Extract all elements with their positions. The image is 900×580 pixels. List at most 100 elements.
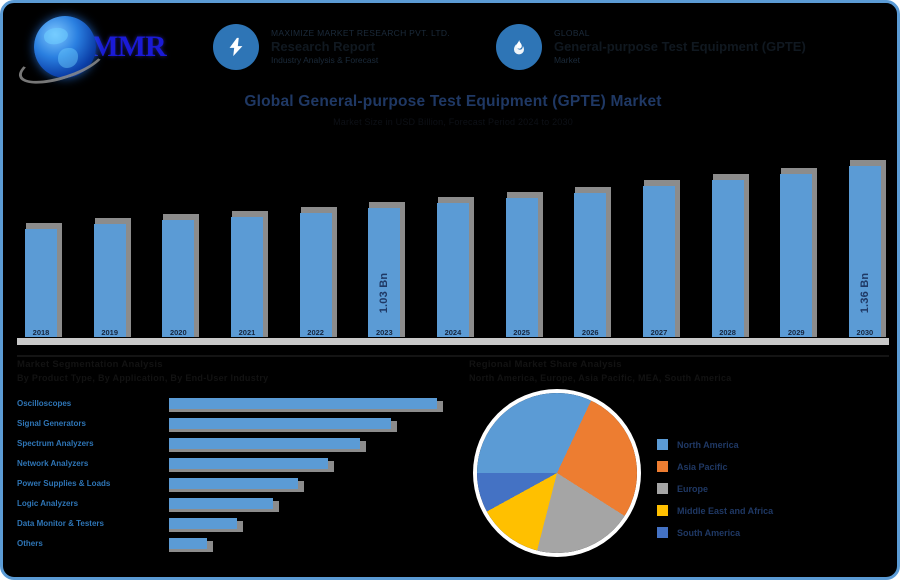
segmentation-row[interactable]: Others xyxy=(17,537,457,552)
column-chart-bars: 1.03 Bn 1.36 Bn xyxy=(17,141,889,337)
segmentation-row-label: Spectrum Analyzers xyxy=(17,438,94,448)
segmentation-bar-fill[interactable] xyxy=(169,458,328,469)
column-bar-slot: 1.03 Bn xyxy=(360,202,408,337)
segmentation-bar-track xyxy=(169,518,457,532)
segmentation-row-label: Logic Analyzers xyxy=(17,498,79,508)
column-bar-slot xyxy=(566,187,614,337)
badge-sub-line: Industry Analysis & Forecast xyxy=(271,55,379,66)
segmentation-heading: Market Segmentation Analysis xyxy=(17,359,163,370)
segmentation-bar-fill[interactable] xyxy=(169,498,273,509)
column-bar[interactable] xyxy=(299,213,332,337)
segmentation-bar-list: Oscilloscopes Signal Generators Spectrum A… xyxy=(17,397,457,557)
segmentation-bar-track xyxy=(169,478,457,492)
header-badge-research-report: MAXIMIZE MARKET RESEARCH PVT. LTD. Resea… xyxy=(213,24,450,70)
segmentation-bar-fill[interactable] xyxy=(169,418,391,429)
segmentation-bar-track xyxy=(169,458,457,472)
x-axis-tick-label: 2020 xyxy=(169,328,187,337)
column-bar[interactable] xyxy=(642,186,675,337)
segmentation-row-label: Others xyxy=(17,538,43,548)
column-bar-slot xyxy=(292,207,340,337)
header-bar: MMR MAXIMIZE MARKET RESEARCH PVT. LTD. R… xyxy=(3,3,897,93)
segmentation-bar-fill[interactable] xyxy=(169,478,298,489)
legend-item[interactable]: North America xyxy=(657,439,773,450)
segmentation-row[interactable]: Power Supplies & Loads xyxy=(17,477,457,492)
pie-chart-legend: North America Asia Pacific Europe Middle Ea… xyxy=(657,439,773,549)
column-bar[interactable] xyxy=(230,217,263,337)
segmentation-row[interactable]: Data Monitor & Testers xyxy=(17,517,457,532)
column-bar[interactable] xyxy=(711,180,744,337)
column-bar-slot xyxy=(86,218,134,337)
x-axis-tick-label: 2027 xyxy=(650,328,668,337)
segmentation-bar-fill[interactable] xyxy=(169,438,360,449)
column-bar-slot xyxy=(154,214,202,337)
x-axis-tick-label: 2023 xyxy=(375,328,393,337)
column-bar-slot xyxy=(635,180,683,337)
column-chart: 1.03 Bn 1.36 Bn 2018 2019 2020 2021 2022 2023 2… xyxy=(17,141,889,351)
segmentation-bar-track xyxy=(169,498,457,512)
x-axis-tick-label: 2021 xyxy=(238,328,256,337)
column-bar-slot xyxy=(223,211,271,337)
legend-item[interactable]: Middle East and Africa xyxy=(657,505,773,516)
badge-main-line: General-purpose Test Equipment (GPTE) xyxy=(553,38,806,54)
column-bar[interactable] xyxy=(93,224,126,337)
column-bar-slot xyxy=(498,192,546,337)
column-bar-slot: 1.36 Bn xyxy=(841,160,889,337)
legend-color-swatch xyxy=(657,461,668,472)
column-bar-slot xyxy=(429,197,477,337)
segmentation-bar-fill[interactable] xyxy=(169,538,207,549)
badge-top-line: GLOBAL xyxy=(553,28,590,39)
segmentation-bar-track xyxy=(169,438,457,452)
segmentation-row[interactable]: Logic Analyzers xyxy=(17,497,457,512)
section-divider xyxy=(17,355,889,357)
legend-item[interactable]: South America xyxy=(657,527,773,538)
legend-item-label: Europe xyxy=(677,483,709,494)
page-subtitle: Market Size in USD Billion, Forecast Per… xyxy=(333,117,573,127)
page-title: Global General-purpose Test Equipment (G… xyxy=(244,93,662,110)
column-bar-value-label: 1.36 Bn xyxy=(858,272,871,314)
legend-color-swatch xyxy=(657,439,668,450)
segmentation-row-label: Network Analyzers xyxy=(17,458,89,468)
column-bar[interactable] xyxy=(780,174,813,337)
segmentation-bar-fill[interactable] xyxy=(169,398,437,409)
column-bar-value-label: 1.03 Bn xyxy=(378,272,391,314)
legend-item[interactable]: Europe xyxy=(657,483,773,494)
badge-main-line: Research Report xyxy=(271,38,376,54)
column-bar[interactable]: 1.36 Bn xyxy=(848,166,881,337)
column-bar[interactable] xyxy=(25,229,57,337)
column-bar[interactable] xyxy=(505,198,538,337)
x-axis-line xyxy=(17,338,889,345)
segmentation-row[interactable]: Network Analyzers xyxy=(17,457,457,472)
segmentation-panel: Market Segmentation Analysis By Product … xyxy=(17,359,457,577)
column-bar[interactable] xyxy=(574,193,607,337)
x-axis-tick-label: 2028 xyxy=(719,328,736,337)
segmentation-subheading: By Product Type, By Application, By End-… xyxy=(17,373,269,383)
x-axis-tick-label: 2019 xyxy=(101,328,118,337)
segmentation-row-label: Data Monitor & Testers xyxy=(17,518,104,528)
column-bar[interactable]: 1.03 Bn xyxy=(368,208,401,337)
bolt-icon xyxy=(213,24,259,70)
column-bar[interactable] xyxy=(162,220,195,337)
segmentation-row[interactable]: Spectrum Analyzers xyxy=(17,437,457,452)
segmentation-bar-track xyxy=(169,418,457,432)
flame-icon xyxy=(495,24,542,70)
header-badge-market-name: GLOBAL General-purpose Test Equipment (G… xyxy=(495,24,806,70)
title-block: Global General-purpose Test Equipment (G… xyxy=(3,93,897,127)
segmentation-row[interactable]: Signal Generators xyxy=(17,417,457,432)
x-axis-tick-label: 2024 xyxy=(444,328,462,337)
segmentation-row-label: Oscilloscopes xyxy=(17,398,72,408)
x-axis-labels: 2018 2019 2020 2021 2022 2023 2024 2025 2026 2027… xyxy=(17,328,889,337)
legend-color-swatch xyxy=(657,505,668,516)
legend-item[interactable]: Asia Pacific xyxy=(657,461,773,472)
legend-color-swatch xyxy=(657,483,668,494)
segmentation-row[interactable]: Oscilloscopes xyxy=(17,397,457,412)
legend-item-label: Asia Pacific xyxy=(677,461,728,472)
x-axis-tick-label: 2026 xyxy=(581,328,599,337)
legend-item-label: Middle East and Africa xyxy=(677,505,774,516)
mmr-logo-text: MMR xyxy=(90,30,166,63)
legend-item-label: North America xyxy=(677,439,739,450)
segmentation-bar-track xyxy=(169,538,457,552)
segmentation-bar-fill[interactable] xyxy=(169,518,237,529)
x-axis-tick-label: 2022 xyxy=(307,328,324,337)
column-bar[interactable] xyxy=(436,203,469,337)
